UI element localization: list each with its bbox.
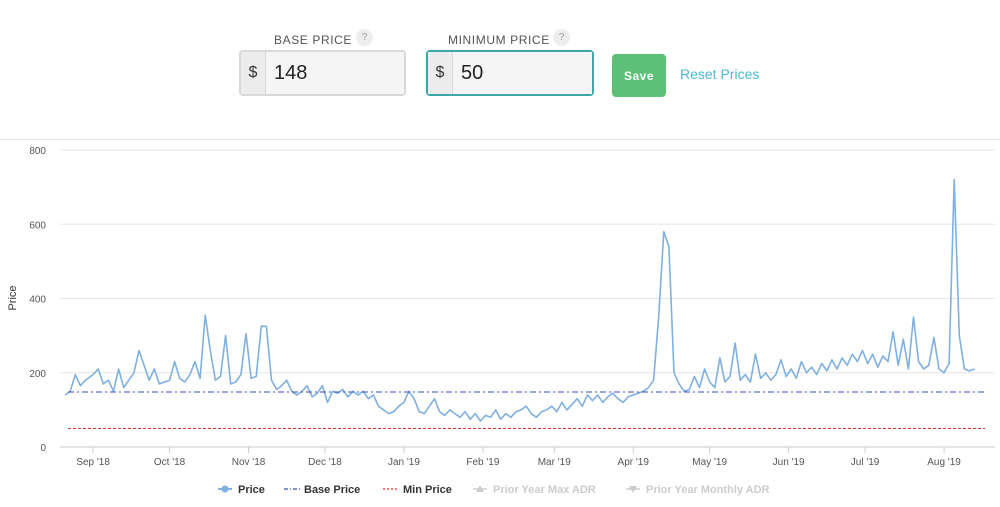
- x-tick-label: Mar '19: [538, 457, 571, 468]
- x-tick-label: Oct '18: [154, 457, 186, 468]
- x-tick-label: Jan '19: [388, 457, 420, 468]
- minimum-price-help-icon[interactable]: ?: [553, 29, 570, 46]
- x-tick-label: Apr '19: [618, 457, 650, 468]
- legend-base-price-label: Base Price: [304, 484, 360, 496]
- legend-price-label: Price: [238, 484, 265, 496]
- legend: Price Base Price Min Price Prior Year Max A…: [218, 484, 770, 496]
- base-price-currency: $: [241, 52, 266, 94]
- y-tick-label: 200: [29, 369, 46, 380]
- legend-prior-year-monthly-adr-label: Prior Year Monthly ADR: [646, 484, 770, 496]
- x-tick-label: Feb '19: [466, 457, 499, 468]
- legend-base-price: Base Price: [284, 484, 360, 496]
- x-tick-label: Jul '19: [851, 457, 880, 468]
- grid-lines: [60, 149, 995, 448]
- legend-prior-year-max-adr: Prior Year Max ADR: [473, 484, 596, 496]
- base-price-label: BASE PRICE: [274, 33, 353, 47]
- x-tick-label: Aug '19: [927, 457, 961, 468]
- x-tick-label: Sep '18: [76, 457, 110, 468]
- x-tick-label: Jun '19: [773, 457, 805, 468]
- y-tick-label: 0: [40, 443, 46, 454]
- legend-prior-year-monthly-adr-marker: [629, 486, 637, 493]
- x-tick-label: Dec '18: [308, 457, 342, 468]
- legend-prior-year-monthly-adr: Prior Year Monthly ADR: [626, 484, 770, 496]
- legend-min-price-label: Min Price: [403, 484, 452, 496]
- y-axis-title: Price: [7, 285, 19, 310]
- base-price-field[interactable]: $ 148: [239, 50, 406, 96]
- price-chart: 0 200 400 600 800 Sep '18 Oct '18 Nov '18 Dec '…: [7, 146, 995, 496]
- base-price-input[interactable]: 148: [266, 52, 404, 94]
- legend-prior-year-max-adr-label: Prior Year Max ADR: [493, 484, 596, 496]
- form-divider: [0, 139, 1000, 140]
- pricing-form: BASE PRICE ? $ 148 MINIMUM PRICE ? $ 50 …: [0, 0, 1000, 140]
- reset-prices-link[interactable]: Reset Prices: [680, 66, 760, 82]
- y-tick-label: 400: [29, 295, 46, 306]
- minimum-price-input[interactable]: 50: [453, 52, 592, 94]
- legend-prior-year-max-adr-marker: [476, 485, 484, 492]
- y-tick-label: 600: [29, 220, 46, 231]
- x-tick-label: Nov '18: [232, 457, 266, 468]
- series-price-line: [64, 178, 975, 422]
- series-layer: [64, 178, 985, 429]
- legend-min-price: Min Price: [383, 484, 452, 496]
- x-tick-label: May '19: [692, 457, 727, 468]
- legend-price-marker: [221, 485, 229, 493]
- y-axis: 0 200 400 600 800: [29, 146, 46, 454]
- base-price-help-icon[interactable]: ?: [356, 29, 373, 46]
- legend-price: Price: [218, 484, 265, 496]
- minimum-price-label: MINIMUM PRICE: [448, 33, 550, 47]
- save-button[interactable]: Save: [612, 54, 666, 97]
- minimum-price-field[interactable]: $ 50: [426, 50, 594, 96]
- x-axis: Sep '18 Oct '18 Nov '18 Dec '18 Jan '19 Feb '…: [76, 447, 961, 468]
- minimum-price-currency: $: [428, 52, 453, 94]
- y-tick-label: 800: [29, 146, 46, 157]
